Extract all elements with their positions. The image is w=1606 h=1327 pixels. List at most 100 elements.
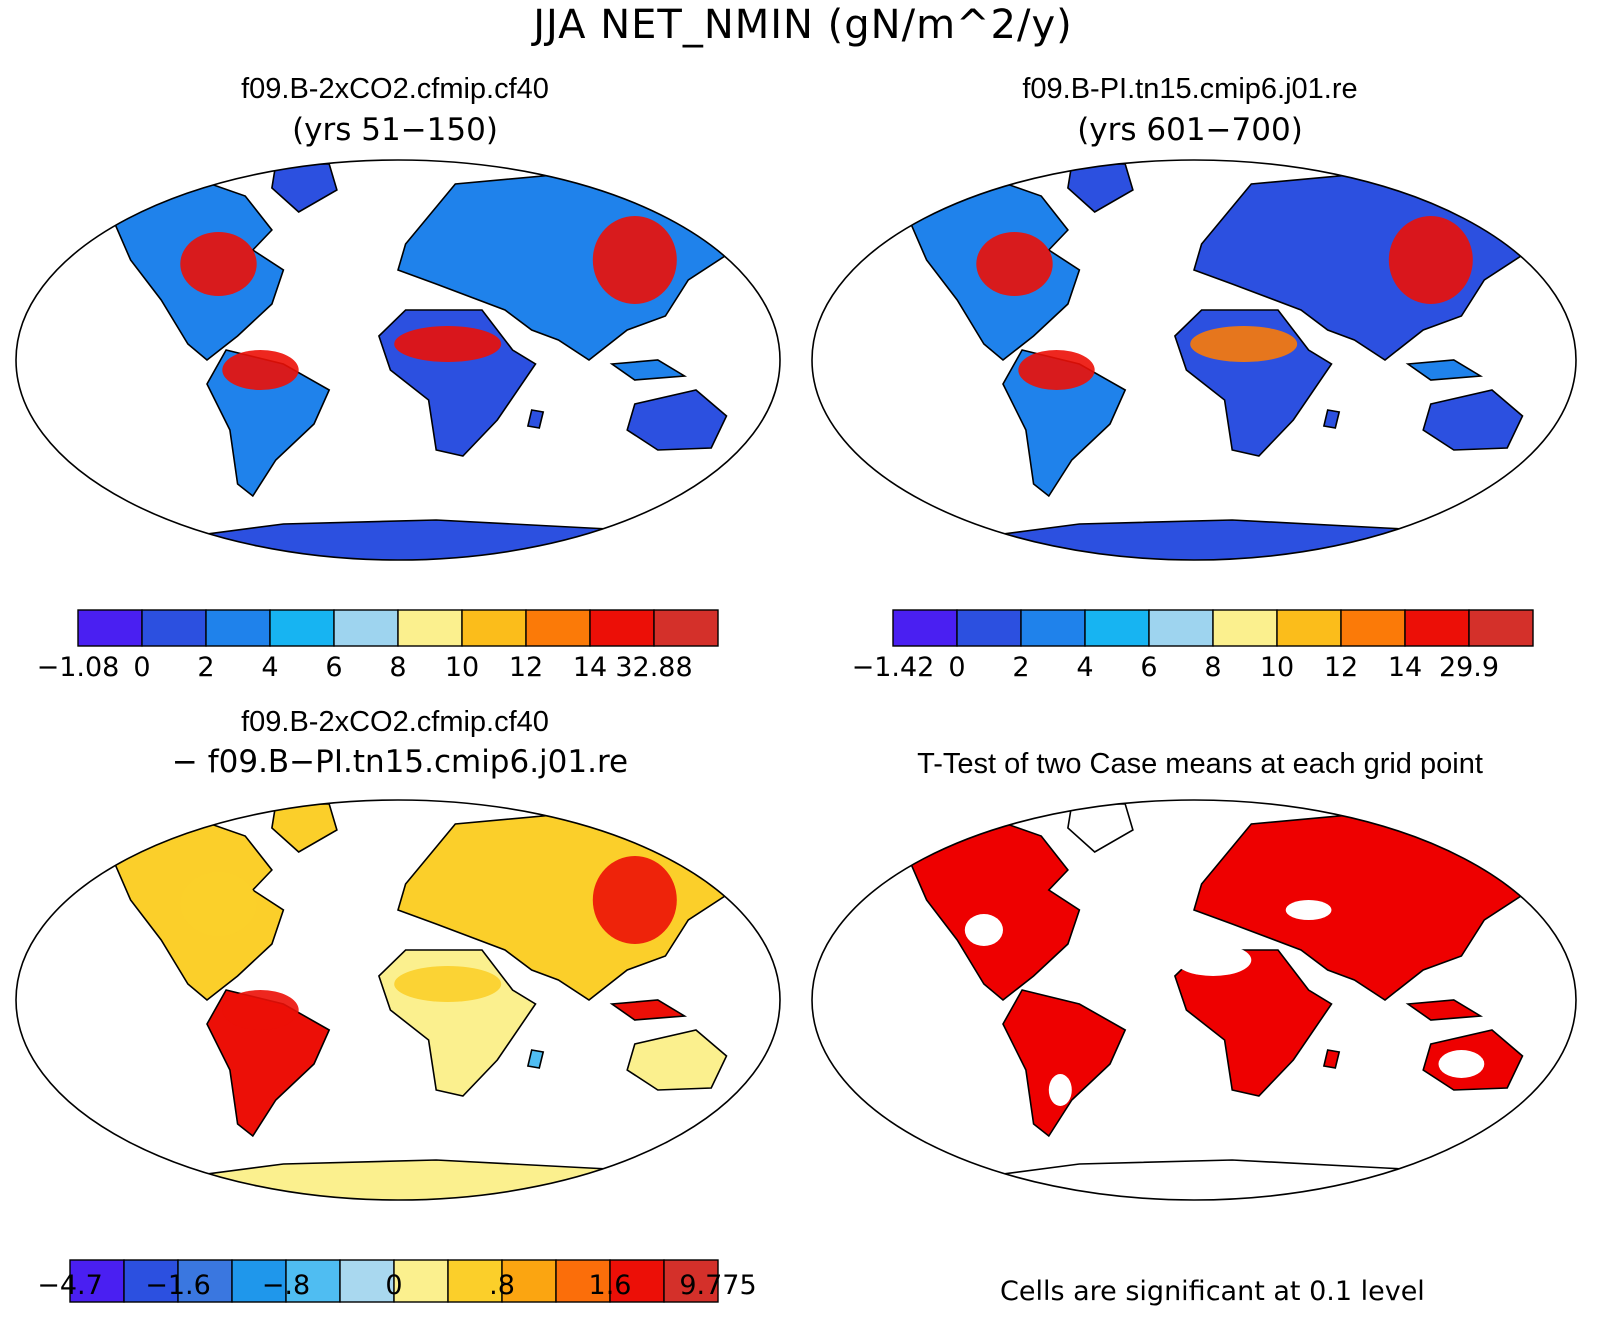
landmass-indonesia [1405,999,1484,1021]
panel3-title: f09.B-2xCO2.cfmip.cf40 [241,706,549,738]
colorbar-tick-label: 10 [444,652,480,683]
colorbar-tick-label: 8 [1204,652,1222,683]
map-panel-1 [89,163,744,560]
hotspot-east-china [592,216,677,304]
colorbar-swatch [123,1259,179,1303]
colorbar-swatch [525,609,591,647]
colorbar-tick-label: 14 [1387,652,1423,683]
map-border [811,799,1577,1201]
figure-title: JJA NET_NMIN (gN/m^2/y) [533,2,1073,48]
landmass-greenland [1067,803,1134,853]
colorbar-swatch [663,1259,719,1303]
hotspot-eastern-united-states [180,232,257,296]
map-panel-3 [89,803,744,1200]
colorbar-swatch [1468,609,1534,647]
panel1-subtitle: (yrs 51−150) [292,112,498,148]
landmass-australia [626,1029,728,1091]
hotspot-east-china [592,856,677,944]
non-significant-patch [1174,944,1252,976]
hotspot-amazon [222,350,299,390]
landmass-southAmerica [206,349,331,498]
colorbar-tick-label: 8 [389,652,407,683]
colorbar1-tick-labels: −1.08 0 2 4 6 8 10 12 14 32.88 [0,652,1606,686]
colorbar-swatch [177,1259,233,1303]
landmass-southAmerica [1002,989,1127,1138]
colorbar-tick-label: 1.6 [588,1270,632,1301]
hotspot-central-africa [1190,326,1298,362]
colorbar-tick-label: 4 [1076,652,1094,683]
colorbar-swatch [1404,609,1470,647]
map-border [811,159,1577,561]
panel2-title: f09.B-PI.tn15.cmip6.j01.re [1022,73,1358,105]
colorbar-3 [69,1259,719,1303]
colorbar-swatch [141,609,207,647]
landmass-indonesia [1405,359,1484,381]
landmass-australia [626,389,728,451]
colorbar-swatch [269,609,335,647]
colorbar-swatch [1148,609,1214,647]
colorbar-2 [892,609,1534,647]
landmass-greenland [271,163,338,213]
colorbar-tick-label: −1.6 [145,1270,211,1301]
colorbar-1 [77,609,719,647]
non-significant-patch [1438,1050,1485,1078]
hotspot-central-africa [394,966,502,1002]
map-border [15,799,781,1201]
non-significant-patch [964,914,1004,946]
landmass-indonesia [609,359,688,381]
colorbar-tick-label: −4.7 [37,1270,103,1301]
landmass-southAmerica [206,989,331,1138]
colorbar-swatch [1276,609,1342,647]
hotspot-amazon [222,990,299,1030]
colorbar-tick-label: 2 [197,652,215,683]
colorbar-tick-label: 9.775 [679,1270,757,1301]
colorbar-swatch [653,609,719,647]
colorbar-tick-label: .8 [489,1270,515,1301]
landmass-madagascar [1322,409,1341,429]
colorbar-swatch [285,1259,341,1303]
colorbar-swatch [393,1259,449,1303]
colorbar-tick-label: −.8 [261,1270,311,1301]
colorbar-swatch [77,609,143,647]
colorbar-tick-label: −1.08 [36,652,120,683]
hotspot-eastern-united-states [180,872,257,936]
colorbar-tick-label: 4 [261,652,279,683]
colorbar-tick-label: 6 [325,652,343,683]
hotspot-east-china [1388,216,1473,304]
colorbar-swatch [956,609,1022,647]
landmass-northAmerica [906,819,1081,1002]
colorbar-tick-label: 32.88 [615,652,693,683]
landmass-madagascar [1322,1049,1341,1069]
colorbar-tick-label: −1.42 [851,652,935,683]
colorbar-swatch [333,609,399,647]
map-panel-2 [885,163,1540,560]
landmass-greenland [1067,163,1134,213]
colorbar-swatch [892,609,958,647]
non-significant-patch [1048,1074,1072,1106]
colorbar-tick-label: 12 [508,652,544,683]
panel3-subtitle: − f09.B−PI.tn15.cmip6.j01.re [171,744,629,780]
hotspot-amazon [1018,350,1095,390]
colorbar-tick-label: 0 [133,652,151,683]
panel1-title: f09.B-2xCO2.cfmip.cf40 [241,73,549,105]
colorbar2-tick-labels: −1.42 0 2 4 6 8 10 12 14 29.9 [0,652,1606,686]
colorbar-swatch [1340,609,1406,647]
non-significant-patch [1285,900,1332,920]
colorbar-swatch [69,1259,125,1303]
landmass-madagascar [526,409,545,429]
colorbar-tick-label: 29.9 [1438,652,1500,683]
colorbar-swatch [589,609,655,647]
hotspot-eastern-united-states [976,232,1053,296]
colorbar-swatch [1084,609,1150,647]
map-panel-4 [885,803,1540,1200]
landmass-greenland [271,803,338,853]
colorbar-tick-label: 14 [572,652,608,683]
colorbar-tick-label: 10 [1259,652,1295,683]
landmass-africa [1173,949,1333,1097]
colorbar-swatch [397,609,463,647]
colorbar-tick-label: 12 [1323,652,1359,683]
landmass-madagascar [526,1049,545,1069]
landmass-australia [1422,389,1524,451]
colorbar-swatch [447,1259,503,1303]
hotspot-central-africa [394,326,502,362]
